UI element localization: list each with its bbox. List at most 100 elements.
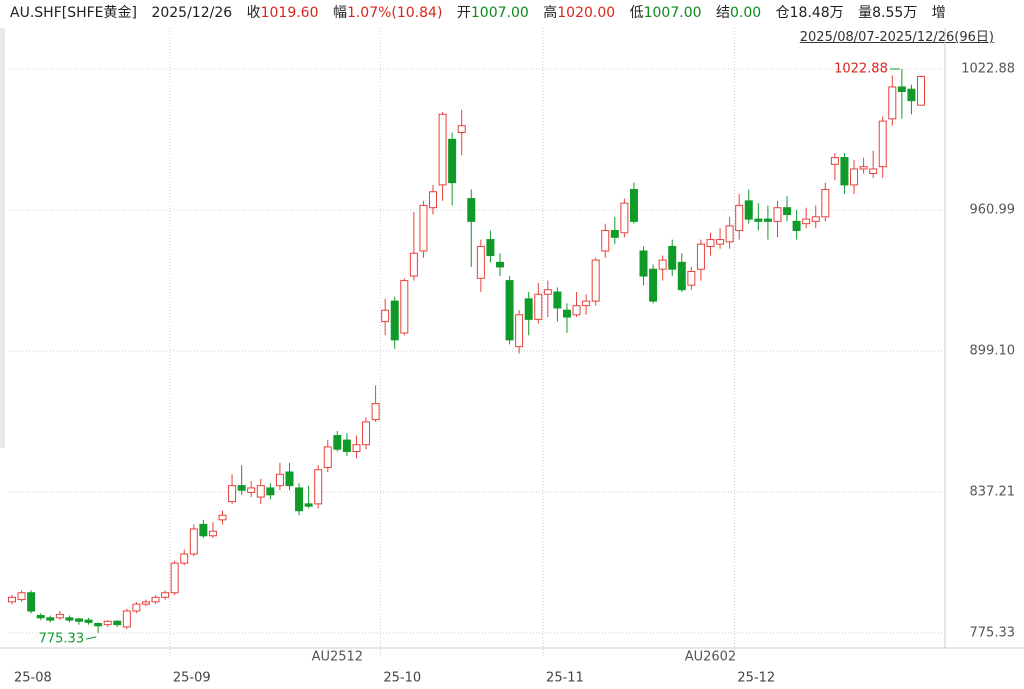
candle-body <box>869 168 878 175</box>
candle-body <box>687 270 696 286</box>
quote-header: AU.SHF[SHFE黄金] 2025/12/26 收1019.60 幅1.07… <box>0 0 1024 26</box>
candle-body <box>362 421 371 446</box>
x-tick-label: 25-12 <box>737 671 775 686</box>
candle-body <box>668 245 677 270</box>
candle-body <box>859 166 868 170</box>
label: 开 <box>456 5 471 21</box>
candle-body <box>113 620 122 626</box>
candle-body <box>218 514 227 521</box>
candle-body <box>649 268 658 302</box>
candle-body <box>94 623 103 627</box>
candle-body <box>562 309 571 318</box>
candle-body <box>620 202 629 234</box>
candle-body <box>371 403 380 421</box>
annotation-arrow <box>86 636 97 640</box>
candle-body <box>534 293 543 320</box>
y-tick-label: 899.10 <box>970 344 1016 359</box>
candle-body <box>438 113 447 186</box>
candle-body <box>17 592 26 601</box>
candle-body <box>256 485 265 498</box>
candle-body <box>161 592 170 598</box>
candle-body <box>802 218 811 225</box>
candle-body <box>314 469 323 505</box>
candle-body <box>467 198 476 222</box>
candle-body <box>46 617 55 621</box>
candle-body <box>830 157 839 165</box>
candle-body <box>390 300 399 341</box>
candle-body <box>8 596 16 603</box>
candle-body <box>543 289 552 295</box>
y-tick-label: 837.21 <box>970 485 1016 500</box>
candle-body <box>132 603 141 612</box>
candle-body <box>716 239 725 245</box>
candle-body <box>84 619 93 623</box>
candle-body <box>228 485 237 503</box>
y-tick-label: 775.33 <box>970 626 1016 641</box>
value: 1020.00 <box>557 5 616 21</box>
label: 收 <box>246 5 261 21</box>
candle-body <box>65 617 74 621</box>
candle-body <box>352 444 361 452</box>
candle-body <box>486 239 495 257</box>
candle-body <box>27 592 36 612</box>
candle-body <box>907 88 916 102</box>
candle-body <box>582 300 591 307</box>
candle-body <box>696 243 705 270</box>
candle-body <box>917 75 925 106</box>
candle-body <box>74 618 83 622</box>
candle-body <box>342 439 351 452</box>
candle-body <box>629 188 638 222</box>
candle-body <box>639 250 648 277</box>
x-tick-label: 25-08 <box>14 671 52 686</box>
candle-body <box>495 261 504 268</box>
candle-body <box>36 615 45 619</box>
candle-body <box>266 487 275 496</box>
label: 仓 <box>775 5 790 21</box>
candle-body <box>792 220 801 231</box>
candle-body <box>610 229 619 238</box>
candle-body <box>199 523 208 537</box>
candle-body <box>744 200 753 220</box>
candle-body <box>247 487 256 493</box>
candle-body <box>429 191 438 209</box>
x-tick-label: 25-10 <box>383 671 421 686</box>
candle-body <box>381 309 390 323</box>
date: 2025/12/26 <box>151 5 233 21</box>
candle-body <box>333 435 342 450</box>
label: 幅 <box>332 5 347 21</box>
candle-body <box>304 503 313 507</box>
candle-body <box>591 259 600 302</box>
candle-body <box>601 229 610 252</box>
candle-body <box>850 168 859 186</box>
candle-body <box>151 596 160 603</box>
x-tick-label: 25-11 <box>546 671 584 686</box>
candle-body <box>295 487 304 512</box>
candle-body <box>811 216 820 222</box>
candle-body <box>419 204 428 252</box>
candle-body <box>180 553 189 564</box>
symbol: AU.SHF[SHFE黄金] <box>10 5 137 21</box>
sidebar <box>0 28 5 448</box>
candle-body <box>773 207 782 222</box>
y-tick-label: 1022.88 <box>961 61 1015 76</box>
value: 1007.00 <box>470 5 529 21</box>
candle-body <box>400 280 409 334</box>
candle-body <box>553 291 562 309</box>
candle-body <box>323 446 332 468</box>
candle-body <box>189 528 198 555</box>
candle-body <box>783 207 792 216</box>
label: 量 <box>858 5 873 21</box>
value: 1.07%(10.84) <box>346 5 443 21</box>
candle-body <box>55 613 64 619</box>
candle-body <box>122 610 131 628</box>
candle-body <box>677 261 686 291</box>
candle-body <box>275 473 284 487</box>
candle-body <box>409 252 418 277</box>
candle-body <box>572 305 581 316</box>
candle-body <box>476 245 485 279</box>
candle-body <box>208 530 217 537</box>
candle-body <box>735 204 744 231</box>
candle-body <box>505 280 514 341</box>
